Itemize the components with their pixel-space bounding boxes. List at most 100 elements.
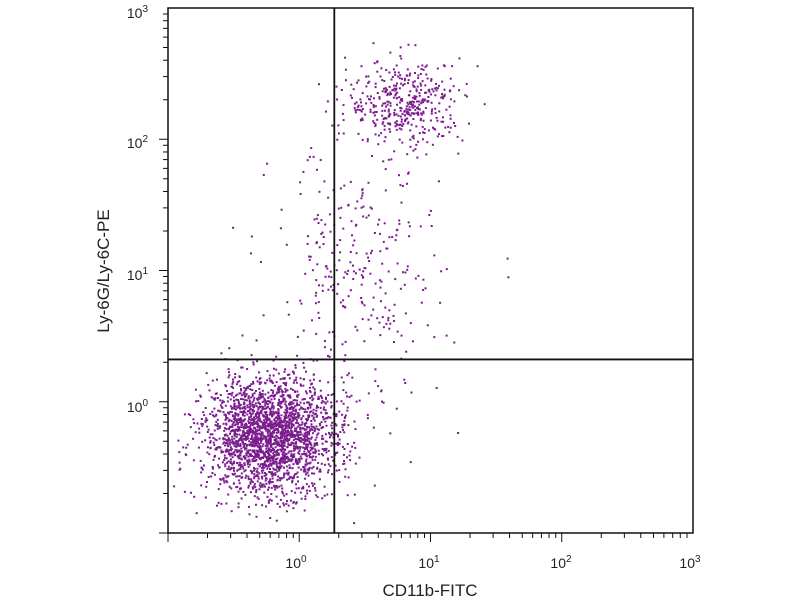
data-point bbox=[310, 448, 313, 451]
data-point bbox=[258, 396, 261, 399]
data-point bbox=[329, 270, 332, 273]
data-point bbox=[246, 438, 249, 441]
data-point bbox=[305, 422, 308, 425]
data-point bbox=[307, 414, 310, 417]
data-point bbox=[243, 464, 246, 466]
data-point bbox=[278, 505, 281, 508]
data-point bbox=[205, 372, 208, 375]
data-point bbox=[264, 437, 267, 440]
data-point bbox=[418, 132, 421, 135]
data-point bbox=[278, 402, 281, 405]
data-point bbox=[258, 465, 261, 468]
data-point bbox=[354, 111, 357, 114]
data-point bbox=[248, 400, 251, 403]
data-point bbox=[394, 71, 396, 74]
data-point bbox=[349, 180, 352, 183]
data-point bbox=[351, 96, 353, 99]
data-point bbox=[291, 413, 294, 416]
data-point bbox=[297, 451, 300, 454]
data-point bbox=[327, 463, 330, 466]
data-point bbox=[218, 437, 221, 440]
data-point bbox=[227, 427, 230, 430]
data-point bbox=[205, 417, 208, 420]
data-point bbox=[346, 395, 349, 398]
data-point bbox=[247, 395, 250, 398]
data-point bbox=[224, 444, 227, 447]
data-point bbox=[282, 429, 285, 432]
data-point bbox=[293, 417, 296, 420]
data-point bbox=[413, 105, 416, 108]
data-point bbox=[382, 326, 385, 329]
data-point bbox=[246, 459, 249, 462]
data-point bbox=[267, 425, 269, 428]
data-point bbox=[277, 452, 280, 455]
data-point bbox=[314, 489, 317, 492]
data-point bbox=[304, 463, 307, 466]
data-point bbox=[296, 431, 299, 434]
data-point bbox=[336, 442, 339, 445]
data-point bbox=[339, 251, 342, 254]
data-point bbox=[284, 368, 287, 371]
data-point bbox=[357, 132, 360, 135]
scatter-points bbox=[173, 42, 510, 525]
data-point bbox=[225, 450, 227, 453]
data-point bbox=[248, 422, 250, 424]
data-point bbox=[305, 458, 308, 461]
data-point bbox=[384, 109, 386, 112]
data-point bbox=[278, 415, 280, 418]
data-point bbox=[315, 436, 318, 439]
data-point bbox=[317, 453, 320, 456]
data-point bbox=[412, 118, 415, 120]
data-point bbox=[430, 101, 433, 104]
data-point bbox=[317, 395, 320, 398]
data-point bbox=[311, 456, 314, 459]
data-point bbox=[258, 411, 261, 414]
data-point bbox=[297, 431, 300, 434]
data-point bbox=[352, 244, 355, 247]
data-point bbox=[239, 468, 242, 470]
x-tick-labels: 100 101 102 103 bbox=[285, 554, 701, 571]
data-point bbox=[302, 453, 305, 455]
data-point bbox=[395, 122, 398, 125]
data-point bbox=[243, 414, 246, 417]
data-point bbox=[352, 88, 355, 91]
data-point bbox=[306, 455, 309, 458]
data-point bbox=[388, 93, 391, 96]
data-point bbox=[233, 434, 236, 437]
data-point bbox=[213, 455, 216, 458]
data-point bbox=[221, 401, 224, 404]
data-point bbox=[327, 469, 330, 472]
data-point bbox=[376, 70, 379, 73]
data-point bbox=[277, 431, 280, 434]
data-point bbox=[209, 433, 212, 436]
data-point bbox=[273, 428, 276, 431]
data-point bbox=[242, 430, 245, 433]
data-point bbox=[248, 432, 251, 435]
data-point bbox=[301, 421, 304, 424]
data-point bbox=[381, 316, 384, 319]
data-point bbox=[379, 286, 382, 289]
data-point bbox=[287, 471, 290, 474]
data-point bbox=[242, 456, 245, 458]
data-point bbox=[264, 393, 267, 396]
data-point bbox=[189, 426, 192, 429]
data-point bbox=[229, 432, 231, 435]
data-point bbox=[214, 424, 217, 427]
data-point bbox=[256, 440, 259, 443]
data-point bbox=[376, 92, 379, 94]
data-point bbox=[308, 258, 311, 261]
data-point bbox=[249, 481, 252, 484]
data-point bbox=[449, 126, 452, 129]
data-point bbox=[304, 440, 307, 443]
data-point bbox=[245, 445, 248, 447]
data-point bbox=[384, 136, 387, 139]
data-point bbox=[240, 389, 243, 392]
data-point bbox=[248, 416, 251, 419]
data-point bbox=[236, 442, 239, 445]
data-point bbox=[313, 392, 316, 395]
data-point bbox=[279, 405, 282, 407]
data-point bbox=[394, 125, 397, 128]
data-point bbox=[323, 485, 326, 488]
data-point bbox=[192, 437, 195, 440]
data-point bbox=[287, 433, 290, 436]
